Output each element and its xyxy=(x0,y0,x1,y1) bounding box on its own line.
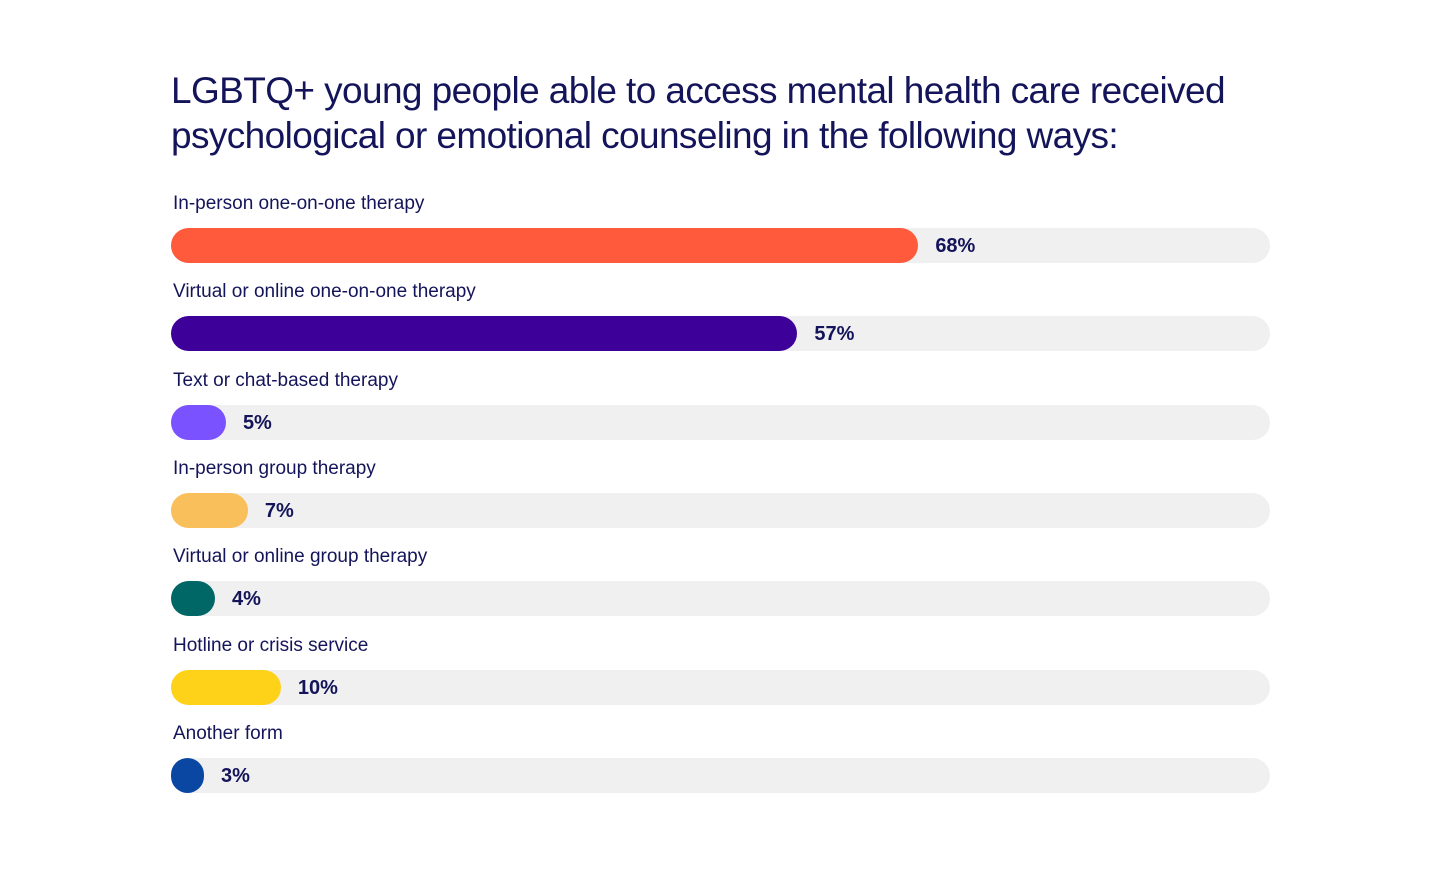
bar-row: In-person group therapy 7% xyxy=(171,457,1271,537)
bar-track: 3% xyxy=(171,757,1270,793)
bar xyxy=(171,492,248,528)
bar-track: 68% xyxy=(171,228,1270,263)
bar-track: 7% xyxy=(171,492,1270,528)
category-label: In-person one-on-one therapy xyxy=(173,193,425,214)
value-label: 7% xyxy=(264,499,294,522)
bar xyxy=(171,228,919,263)
chart-title: LGBTQ+ young people able to access menta… xyxy=(171,70,1226,156)
bar-track: 10% xyxy=(171,669,1270,705)
category-label: Text or chat-based therapy xyxy=(173,369,398,391)
value-label: 3% xyxy=(221,764,250,787)
bar xyxy=(171,404,226,440)
bar-track: 5% xyxy=(171,404,1270,440)
category-label: In-person group therapy xyxy=(173,457,376,479)
category-label: Hotline or crisis service xyxy=(173,634,369,656)
value-label: 68% xyxy=(935,235,976,257)
bar xyxy=(171,581,215,617)
bar-track: 4% xyxy=(171,581,1270,617)
value-label: 5% xyxy=(242,411,272,434)
bar-row: In-person one-on-one therapy 68% xyxy=(171,192,1271,272)
value-label: 10% xyxy=(297,676,338,699)
category-label: Another form xyxy=(173,722,283,744)
chart-container: LGBTQ+ young people able to access menta… xyxy=(171,68,1271,793)
bar-track: 57% xyxy=(171,316,1270,352)
category-label: Virtual or online one-on-one therapy xyxy=(173,281,476,303)
bar-row: Virtual or online one-on-one therapy 57% xyxy=(171,280,1271,360)
bar-row: Virtual or online group therapy 4% xyxy=(171,545,1271,625)
bar xyxy=(171,757,204,793)
bar-row: Another form 3% xyxy=(171,722,1271,802)
bar xyxy=(171,316,798,352)
value-label: 57% xyxy=(814,323,855,346)
bar xyxy=(171,669,281,705)
bar-row: Hotline or crisis service 10% xyxy=(171,634,1271,714)
value-label: 4% xyxy=(231,588,261,611)
bar-row: Text or chat-based therapy 5% xyxy=(171,369,1271,449)
category-label: Virtual or online group therapy xyxy=(173,546,428,568)
